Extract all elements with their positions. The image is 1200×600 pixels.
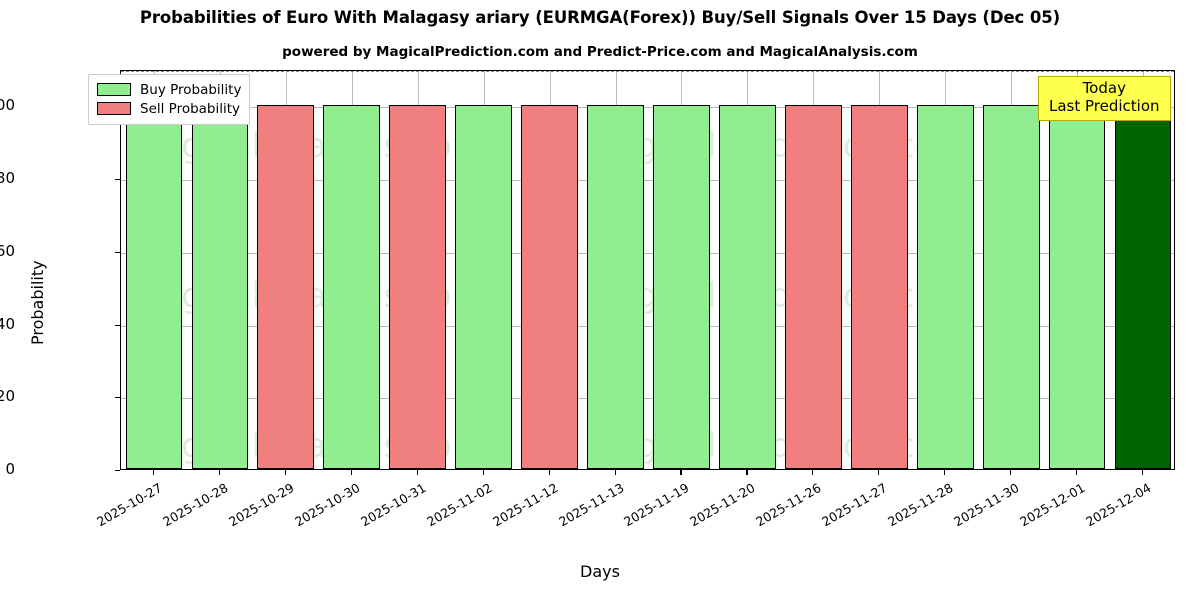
y-tick-mark [115, 470, 120, 472]
bar-sell[interactable] [521, 105, 578, 469]
x-tick-mark [284, 470, 286, 475]
bar-buy[interactable] [323, 105, 381, 469]
y-tick-label: 60 [0, 241, 15, 260]
x-tick-mark [416, 470, 418, 475]
x-tick-mark [746, 470, 748, 475]
y-tick-label: 100 [0, 96, 15, 115]
chart-title: Probabilities of Euro With Malagasy aria… [139, 8, 1061, 27]
grid-line-horizontal [121, 252, 1174, 254]
chart-legend[interactable]: Buy Probability Sell Probability [88, 74, 251, 125]
x-tick-mark [1076, 470, 1078, 475]
x-tick-mark [548, 470, 550, 475]
bar-buy[interactable] [653, 105, 710, 469]
legend-swatch-sell [97, 102, 131, 115]
x-axis-label: Days [580, 562, 620, 581]
bar-buy[interactable] [982, 105, 1040, 469]
legend-item-buy[interactable]: Buy Probability [97, 80, 241, 99]
legend-label-buy: Buy Probability [140, 81, 242, 98]
legend-swatch-buy [97, 83, 131, 96]
bar-sell[interactable] [389, 105, 447, 469]
bar-sell[interactable] [257, 105, 315, 469]
bar-buy[interactable] [1048, 105, 1106, 469]
bar-buy[interactable] [916, 105, 974, 469]
plot-area: MagicalAnalysis.comMagicalPrediction.com… [120, 70, 1175, 470]
grid-line-horizontal [121, 107, 1174, 109]
x-tick-mark [878, 470, 880, 475]
bar-sell[interactable] [784, 105, 842, 469]
bar-buy[interactable] [191, 105, 249, 469]
y-tick-label: 40 [0, 314, 15, 333]
bar-buy[interactable] [587, 105, 644, 469]
legend-item-sell[interactable]: Sell Probability [97, 99, 241, 118]
bar-sell[interactable] [850, 105, 908, 469]
y-tick-mark [115, 251, 120, 253]
grid-line-horizontal [121, 180, 1174, 182]
today-annotation-line2: Last Prediction [1049, 96, 1160, 115]
x-tick-mark [152, 470, 155, 475]
grid-line-horizontal [121, 325, 1174, 327]
bar-today[interactable] [1114, 105, 1172, 469]
y-tick-label: 0 [5, 460, 15, 478]
x-tick-mark [1010, 470, 1012, 475]
y-tick-mark [115, 397, 120, 399]
bar-buy[interactable] [719, 105, 776, 469]
y-tick-label: 80 [0, 169, 15, 188]
x-tick-mark [350, 470, 352, 475]
y-axis-label: Probability [28, 260, 47, 345]
chart-subtitle: powered by MagicalPrediction.com and Pre… [282, 44, 918, 60]
x-tick-mark [680, 470, 682, 475]
x-tick-mark [614, 470, 616, 475]
x-tick-mark [218, 470, 220, 475]
bars-layer [121, 71, 1174, 469]
y-tick-mark [115, 179, 120, 181]
x-tick-mark [482, 470, 484, 475]
grid-line-horizontal [121, 398, 1174, 400]
bar-buy[interactable] [125, 105, 183, 469]
threshold-dashed-line [121, 71, 1174, 72]
y-tick-mark [115, 324, 120, 326]
x-tick-mark [1142, 470, 1144, 475]
today-annotation-line1: Today [1082, 79, 1126, 97]
x-tick-mark [812, 470, 814, 475]
x-tick-mark [944, 470, 946, 475]
bar-buy[interactable] [455, 105, 512, 469]
y-tick-label: 20 [0, 387, 15, 406]
legend-label-sell: Sell Probability [140, 100, 241, 117]
today-annotation: Today Last Prediction [1038, 76, 1171, 122]
